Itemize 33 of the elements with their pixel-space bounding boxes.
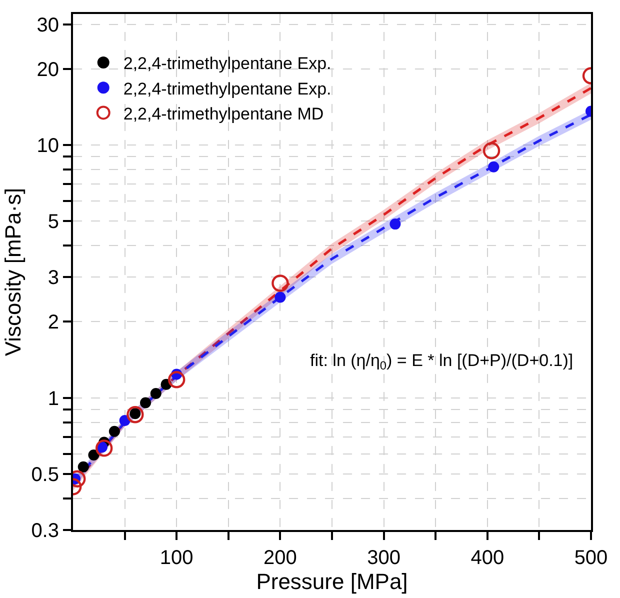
point — [88, 450, 100, 461]
x-tick-label: 100 — [160, 547, 194, 569]
point — [168, 371, 186, 388]
annotation: fit: ln (η/η$_{0}$) = E * ln [(D+P)/(D+0.1)] — [310, 351, 574, 373]
x-tick-label: 300 — [367, 547, 400, 569]
point — [390, 218, 401, 230]
y-tick-label: 30 — [36, 14, 59, 36]
legend-label: 2,2,4-trimethylpentane Exp. — [123, 79, 332, 98]
y-tick-label: 3 — [48, 267, 59, 290]
point — [95, 440, 113, 457]
point — [482, 142, 500, 160]
point — [140, 397, 152, 408]
y-tick-label: 0.5 — [31, 464, 59, 486]
x-tick-label: 500 — [574, 547, 608, 569]
y-tick-label: 0.3 — [31, 520, 59, 542]
point — [488, 161, 500, 172]
x-tick-label: 200 — [264, 547, 297, 569]
legend-label: 2,2,4-trimethylpentane MD — [123, 104, 324, 124]
y-tick-label: 5 — [48, 211, 59, 234]
legend-label: 2,2,4-trimethylpentane Exp. — [123, 54, 332, 74]
y-tick-label: 2 — [48, 312, 59, 334]
y-axis-title: Viscosity [mPa·s] — [0, 188, 26, 356]
point — [150, 388, 162, 400]
y-tick-label: 10 — [36, 135, 59, 158]
point — [78, 461, 89, 472]
x-axis-title: Pressure [MPa] — [256, 569, 408, 594]
y-tick-label: 20 — [36, 58, 59, 81]
point — [272, 274, 289, 292]
point — [108, 426, 120, 437]
y-tick-label: 1 — [48, 388, 59, 410]
x-tick-label: 400 — [470, 547, 504, 569]
point — [126, 406, 144, 424]
point — [274, 292, 286, 303]
